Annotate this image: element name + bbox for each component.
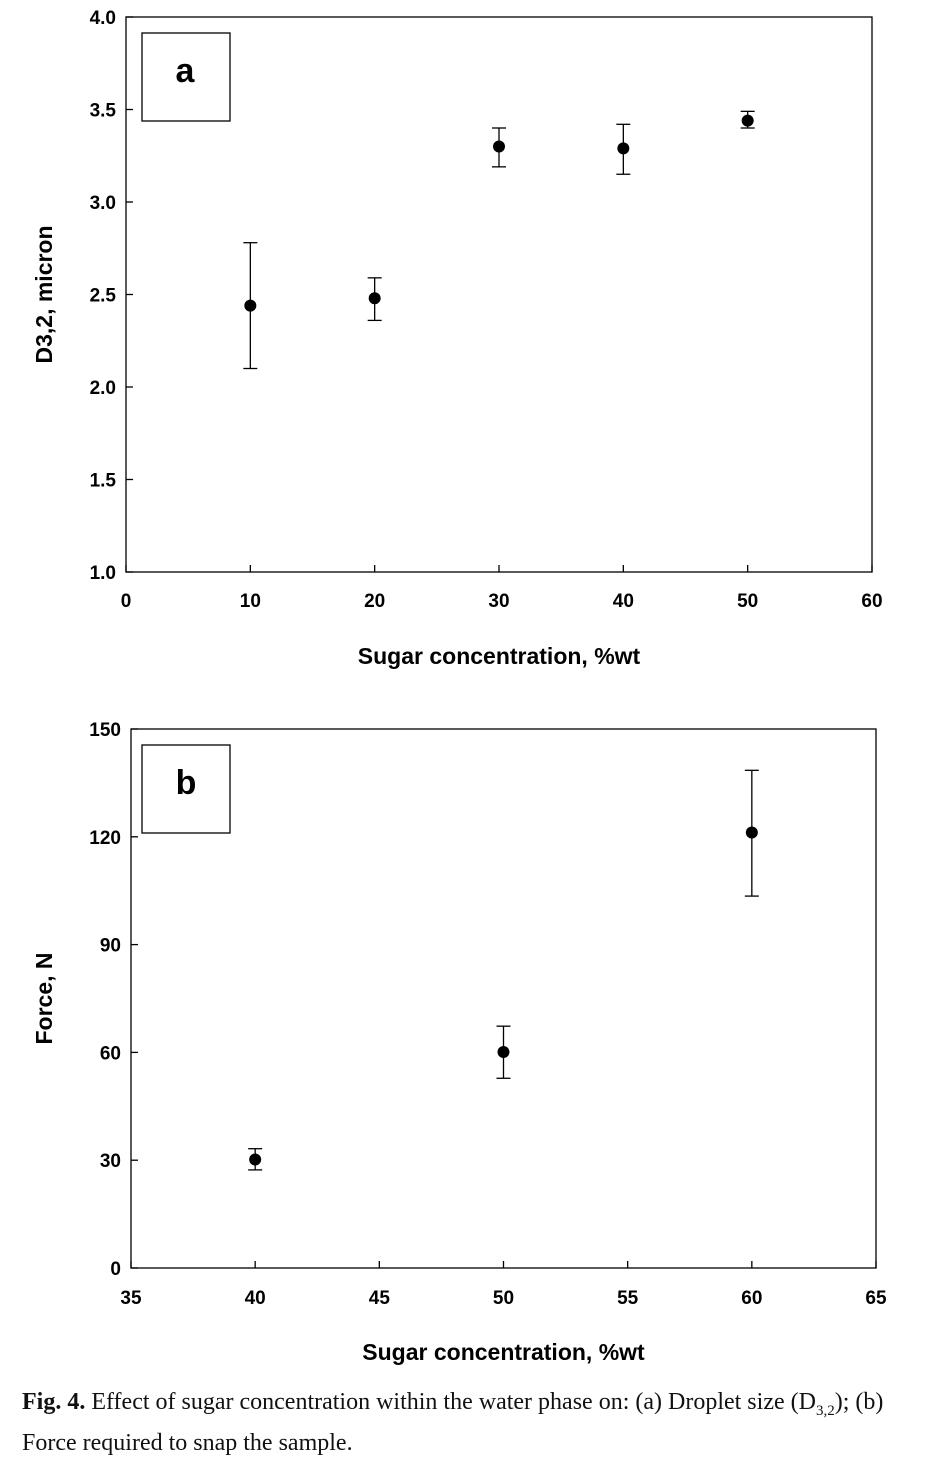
data-point [617,142,630,155]
panel-label: a [176,52,196,90]
x-tick-label: 10 [240,591,261,612]
x-tick-label: 0 [121,591,132,612]
x-tick-label: 65 [865,1288,887,1309]
x-tick-label: 20 [364,591,385,612]
x-tick-label: 55 [617,1288,639,1309]
y-tick-label: 3.0 [90,193,116,214]
plot-frame [125,16,873,573]
figure-caption: Fig. 4. Effect of sugar concentration wi… [22,1386,927,1459]
figure-canvas: 1.0 1.5 2.0 2.5 3.0 3.5 4.0 0 10 20 30 40 50 60 Sugar … [31,8,887,1365]
y-tick-label: 2.0 [90,378,116,399]
y-tick-label: 1.5 [90,471,117,492]
panel-label-box [141,744,231,834]
data-point [745,826,758,839]
y-tick-label: 30 [100,1151,121,1172]
caption-text-end: ); (b) Force required to snap the sample… [22,1389,884,1456]
x-tick-label: 40 [245,1288,266,1309]
x-tick-label: 45 [369,1288,391,1309]
data-point [368,292,381,305]
y-tick-label: 60 [100,1043,121,1064]
x-tick-label: 30 [488,591,509,612]
chart-panel-b: 0 30 60 90 120 150 35 40 45 50 55 60 65 Sugar concent… [31,720,887,1365]
data-point [741,114,754,127]
x-tick-label: 50 [493,1288,514,1309]
x-tick-label: 60 [741,1288,762,1309]
data-point [249,1153,262,1166]
y-tick-label: 0 [110,1259,121,1280]
y-tick-label: 2.5 [90,286,117,307]
x-tick-label: 40 [613,591,634,612]
y-tick-label: 150 [89,720,121,741]
y-axis-title: Force, N [31,952,57,1044]
y-tick-label: 3.5 [90,101,117,122]
y-tick-label: 1.0 [90,563,116,584]
data-point [244,299,257,312]
panel-label-box [141,32,231,122]
y-tick-label: 120 [89,828,121,849]
x-axis-title: Sugar concentration, %wt [362,1339,645,1365]
y-tick-label: 4.0 [90,8,116,29]
panel-label: b [176,764,197,802]
plot-frame [130,728,877,1269]
y-tick-label: 90 [100,936,121,957]
caption-label: Fig. 4. [22,1389,86,1415]
x-tick-label: 60 [861,591,882,612]
x-tick-label: 35 [120,1288,142,1309]
x-axis-title: Sugar concentration, %wt [358,643,641,669]
y-axis-title: D3,2, micron [31,225,57,363]
chart-panel-a: 1.0 1.5 2.0 2.5 3.0 3.5 4.0 0 10 20 30 40 50 60 Sugar … [31,8,883,669]
data-point [497,1046,510,1059]
x-tick-label: 50 [737,591,758,612]
data-point [493,140,505,153]
caption-subscript: 3,2 [815,1402,835,1419]
caption-text: Effect of sugar concentration within the… [85,1389,816,1415]
